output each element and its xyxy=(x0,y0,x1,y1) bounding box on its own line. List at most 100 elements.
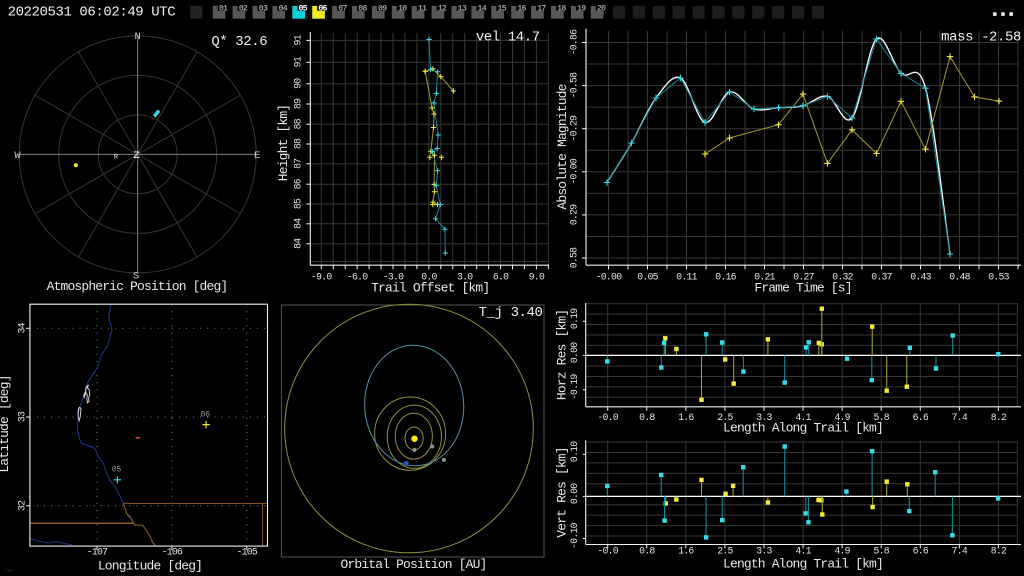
svg-text:5.8: 5.8 xyxy=(874,412,890,423)
svg-text:2.5: 2.5 xyxy=(717,412,733,423)
svg-text:rjw: rjw xyxy=(4,568,12,574)
svg-text:12: 12 xyxy=(438,4,447,13)
svg-text:04: 04 xyxy=(279,4,288,13)
svg-text:20: 20 xyxy=(597,4,606,13)
svg-text:mass -2.58: mass -2.58 xyxy=(941,30,1021,46)
svg-text:87: 87 xyxy=(292,158,303,169)
svg-text:0.11: 0.11 xyxy=(676,272,697,283)
svg-text:Latitude [deg]: Latitude [deg] xyxy=(0,375,12,472)
svg-text:9.0: 9.0 xyxy=(529,272,545,283)
svg-text:4.1: 4.1 xyxy=(795,545,811,556)
svg-text:2.5: 2.5 xyxy=(717,545,733,556)
svg-text:-0.86: -0.86 xyxy=(568,29,579,56)
svg-text:-0.29: -0.29 xyxy=(568,115,579,142)
svg-text:-6.0: -6.0 xyxy=(347,272,368,283)
svg-text:01: 01 xyxy=(219,4,228,13)
svg-text:1.6: 1.6 xyxy=(678,545,694,556)
svg-text:Height [km]: Height [km] xyxy=(276,105,291,181)
svg-text:03: 03 xyxy=(259,4,268,13)
svg-text:0.29: 0.29 xyxy=(568,204,579,225)
svg-text:91: 91 xyxy=(292,34,303,45)
svg-text:4.9: 4.9 xyxy=(834,545,850,556)
svg-text:85: 85 xyxy=(292,198,303,209)
svg-text:Length Along Trail [km]: Length Along Trail [km] xyxy=(723,421,883,436)
svg-text:3.0: 3.0 xyxy=(457,272,473,283)
svg-text:Orbital Position [AU]: Orbital Position [AU] xyxy=(341,557,487,572)
svg-text:E: E xyxy=(254,150,260,162)
svg-text:6.6: 6.6 xyxy=(913,412,929,423)
svg-text:7.4: 7.4 xyxy=(952,412,968,423)
svg-text:0.00: 0.00 xyxy=(569,483,580,504)
svg-text:91: 91 xyxy=(292,56,303,67)
svg-text:0.19: 0.19 xyxy=(569,308,580,329)
svg-text:06: 06 xyxy=(200,411,210,420)
svg-text:18: 18 xyxy=(557,4,566,13)
svg-text:-0.58: -0.58 xyxy=(568,72,579,99)
svg-text:0.32: 0.32 xyxy=(832,272,853,283)
svg-text:13: 13 xyxy=(458,4,467,13)
svg-text:1.6: 1.6 xyxy=(678,412,694,423)
svg-text:Trail Offset [km]: Trail Offset [km] xyxy=(371,281,489,296)
svg-text:0.10: 0.10 xyxy=(569,441,580,462)
svg-text:11: 11 xyxy=(418,4,427,13)
svg-text:33: 33 xyxy=(16,411,27,422)
svg-text:Horz Res [km]: Horz Res [km] xyxy=(555,310,570,400)
svg-text:5.8: 5.8 xyxy=(874,545,890,556)
svg-text:16: 16 xyxy=(517,4,526,13)
svg-text:-0.0: -0.0 xyxy=(597,412,618,423)
svg-text:8.2: 8.2 xyxy=(991,412,1007,423)
svg-text:-0.00: -0.00 xyxy=(596,272,623,283)
svg-text:0.48: 0.48 xyxy=(949,272,970,283)
svg-text:-0.19: -0.19 xyxy=(569,374,580,401)
svg-text:W: W xyxy=(14,150,21,162)
svg-text:4.1: 4.1 xyxy=(795,412,811,423)
svg-text:10: 10 xyxy=(398,4,407,13)
svg-text:7.4: 7.4 xyxy=(952,545,968,556)
svg-text:Absolute Magnitude: Absolute Magnitude xyxy=(555,84,570,209)
svg-text:07: 07 xyxy=(338,4,347,13)
svg-text:-3.0: -3.0 xyxy=(383,272,404,283)
svg-text:Longitude [deg]: Longitude [deg] xyxy=(98,559,202,574)
svg-text:Frame Time [s]: Frame Time [s] xyxy=(754,281,851,296)
svg-text:0.21: 0.21 xyxy=(754,272,775,283)
svg-text:0.00: 0.00 xyxy=(569,342,580,363)
svg-text:Vert Res [km]: Vert Res [km] xyxy=(555,447,570,537)
svg-text:N: N xyxy=(134,31,140,43)
svg-text:0.27: 0.27 xyxy=(793,272,814,283)
svg-text:Atmospheric Position [deg]: Atmospheric Position [deg] xyxy=(47,279,228,294)
svg-text:88: 88 xyxy=(292,118,303,129)
svg-text:06: 06 xyxy=(318,4,327,13)
svg-text:0.37: 0.37 xyxy=(871,272,892,283)
svg-text:84: 84 xyxy=(292,218,303,229)
svg-text:0.8: 0.8 xyxy=(639,412,655,423)
svg-text:0.53: 0.53 xyxy=(988,272,1009,283)
svg-text:T_j 3.40: T_j 3.40 xyxy=(479,305,543,321)
svg-text:20220531 06:02:49 UTC: 20220531 06:02:49 UTC xyxy=(8,5,176,21)
svg-text:02: 02 xyxy=(239,4,248,13)
svg-text:32: 32 xyxy=(16,500,27,511)
svg-text:0.0: 0.0 xyxy=(421,272,437,283)
svg-text:S: S xyxy=(133,271,139,283)
svg-text:-107: -107 xyxy=(87,546,108,557)
svg-text:Q* 32.6: Q* 32.6 xyxy=(211,34,267,50)
svg-text:05: 05 xyxy=(298,4,307,13)
svg-text:-105: -105 xyxy=(237,546,258,557)
svg-text:R: R xyxy=(114,153,118,160)
svg-text:89: 89 xyxy=(292,98,303,109)
svg-text:14: 14 xyxy=(478,4,487,13)
svg-text:4.9: 4.9 xyxy=(834,412,850,423)
svg-text:8.2: 8.2 xyxy=(991,545,1007,556)
svg-text:15: 15 xyxy=(497,4,506,13)
svg-text:vel 14.7: vel 14.7 xyxy=(476,30,540,46)
svg-text:90: 90 xyxy=(292,78,303,89)
svg-text:0.58: 0.58 xyxy=(568,247,579,268)
svg-text:6.0: 6.0 xyxy=(493,272,509,283)
svg-text:08: 08 xyxy=(358,4,367,13)
svg-text:0.43: 0.43 xyxy=(910,272,931,283)
svg-text:3.3: 3.3 xyxy=(756,545,772,556)
svg-text:17: 17 xyxy=(537,4,546,13)
svg-text:-9.0: -9.0 xyxy=(311,272,332,283)
svg-text:Length Along Trail [km]: Length Along Trail [km] xyxy=(723,557,883,572)
svg-text:Z: Z xyxy=(133,150,139,162)
svg-text:0.8: 0.8 xyxy=(639,545,655,556)
